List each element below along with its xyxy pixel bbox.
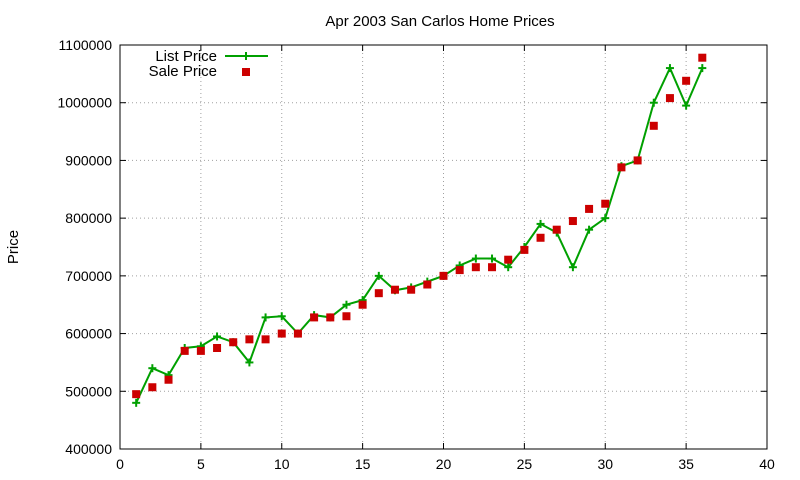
sale-price-point <box>471 263 480 272</box>
x-tick-label: 15 <box>355 456 371 472</box>
sale-price-point <box>213 344 222 352</box>
y-tick-label: 800000 <box>65 210 112 226</box>
sale-price-point <box>455 266 464 275</box>
sale-price-point <box>552 225 561 234</box>
list-price-point <box>665 64 674 73</box>
series <box>132 53 707 407</box>
sale-price-point <box>698 53 707 62</box>
y-axis-label: Price <box>5 230 22 264</box>
sale-price-point <box>261 335 270 344</box>
y-tick-label: 400000 <box>65 441 112 457</box>
sale-price-point <box>488 263 497 272</box>
x-tick-label: 10 <box>274 456 290 472</box>
list-price-point <box>277 312 286 321</box>
list-price-point <box>698 64 707 73</box>
sale-price-point <box>390 285 399 294</box>
sale-price-point <box>423 280 432 289</box>
sale-price-point <box>682 76 691 85</box>
list-price-point <box>148 364 157 373</box>
y-axis-tick-labels: 400000 500000 600000 700000 800000 900000 1000… <box>57 37 112 457</box>
sale-price-point <box>358 300 367 309</box>
x-tick-label: 25 <box>517 456 533 472</box>
sale-price-point <box>245 335 254 344</box>
list-price-line <box>135 65 704 404</box>
sale-price-point <box>407 285 416 294</box>
list-price-point <box>213 332 222 341</box>
list-price-point <box>374 271 383 280</box>
sale-price-point <box>617 163 626 172</box>
sale-price-point <box>229 338 238 347</box>
sale-price-point <box>148 383 157 392</box>
list-price-point <box>536 219 545 228</box>
x-axis-tick-labels: 0 5 10 15 20 25 30 35 40 <box>116 456 775 472</box>
list-price-point <box>261 313 270 322</box>
list-price-point <box>568 263 577 272</box>
sale-price-point <box>633 156 642 165</box>
list-price-point <box>649 98 658 107</box>
x-tick-label: 5 <box>197 456 205 472</box>
sale-price-point <box>196 346 205 355</box>
list-price-point <box>245 358 254 367</box>
sale-price-point <box>536 233 545 242</box>
list-price-point <box>682 101 691 110</box>
sale-price-point <box>310 313 319 322</box>
list-price-point <box>488 254 497 263</box>
sale-price-point <box>601 199 610 208</box>
sale-price-point <box>132 390 141 399</box>
sale-price-point <box>326 313 335 322</box>
sale-price-point <box>164 375 173 384</box>
y-tick-label: 700000 <box>65 268 112 284</box>
y-tick-label: 1000000 <box>57 95 112 111</box>
list-price-point <box>471 254 480 263</box>
legend-label-sale-price: Sale Price <box>149 63 217 80</box>
legend-swatch-sale-square <box>242 68 250 76</box>
sale-price-point <box>520 245 529 254</box>
list-price-point <box>601 214 610 223</box>
x-tick-label: 30 <box>597 456 613 472</box>
grid <box>120 45 767 449</box>
axis-ticks <box>119 44 768 450</box>
sale-price-point <box>277 329 286 338</box>
sale-price-point <box>342 312 351 321</box>
sale-price-point <box>585 204 594 213</box>
x-tick-label: 20 <box>436 456 452 472</box>
y-tick-label: 900000 <box>65 152 112 168</box>
x-tick-label: 40 <box>759 456 775 472</box>
sale-price-point <box>439 271 448 280</box>
list-price-point <box>342 300 351 309</box>
sale-price-point <box>374 289 383 298</box>
list-price-point <box>585 225 594 234</box>
list-price-point <box>504 263 513 272</box>
sale-price-point <box>293 329 302 338</box>
sale-price-point <box>504 255 513 264</box>
x-tick-label: 35 <box>678 456 694 472</box>
chart-title: Apr 2003 San Carlos Home Prices <box>325 13 554 30</box>
x-tick-label: 0 <box>116 456 124 472</box>
sale-price-point <box>649 121 658 130</box>
y-tick-label: 600000 <box>65 326 112 342</box>
sale-price-point <box>568 217 577 226</box>
list-price-point <box>132 398 141 407</box>
legend-label-list-price: List Price <box>155 48 217 65</box>
y-tick-label: 500000 <box>65 383 112 399</box>
sale-price-point <box>180 346 189 355</box>
y-tick-label: 1100000 <box>59 37 113 53</box>
sale-price-point <box>665 94 674 103</box>
